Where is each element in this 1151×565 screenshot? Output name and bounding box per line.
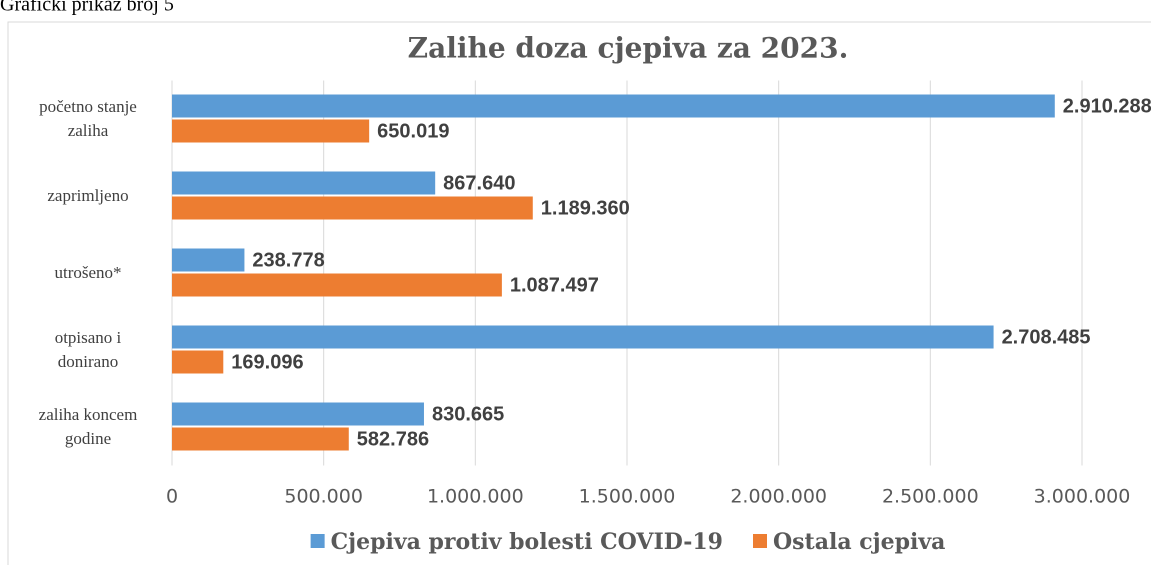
bar	[172, 248, 245, 272]
y-tick-label: početno stanje zaliha	[39, 97, 137, 140]
bar	[172, 402, 424, 426]
x-tick-label: 1.000.000	[427, 486, 524, 508]
legend-swatch	[310, 534, 325, 548]
x-tick-label: 500.000	[284, 486, 363, 508]
value-label: 169.096	[231, 351, 303, 373]
legend-label: Ostala cjepiva	[773, 529, 945, 555]
x-tick-label: 2.500.000	[882, 486, 979, 508]
bar	[172, 119, 370, 143]
x-tick-label: 1.500.000	[579, 486, 676, 508]
y-tick-label: otpisano i donirano	[54, 328, 122, 371]
x-tick-label: 0	[166, 486, 178, 508]
legend-label: Cjepiva protiv bolesti COVID-19	[331, 529, 723, 555]
x-tick-label: 3.000.000	[1034, 486, 1131, 508]
value-label: 1.189.360	[541, 197, 630, 219]
x-tick-label: 2.000.000	[730, 486, 827, 508]
value-label: 238.778	[252, 249, 324, 271]
bar	[172, 196, 533, 220]
y-tick-label: zaprimljeno	[47, 186, 129, 205]
y-tick-label: utrošeno*	[54, 263, 122, 282]
y-tick-label: zaliha koncem godine	[38, 405, 138, 448]
value-label: 2.910.288	[1063, 95, 1151, 117]
bar	[172, 273, 502, 297]
value-label: 582.786	[357, 428, 429, 450]
bar	[172, 350, 224, 374]
bar	[172, 94, 1055, 118]
legend-swatch	[753, 534, 767, 548]
bar	[172, 325, 994, 349]
chart-title: Zalihe doza cjepiva za 2023.	[408, 32, 849, 65]
caption: Grafički prikaz broj 5	[0, 0, 174, 16]
value-label: 650.019	[377, 120, 449, 142]
value-label: 830.665	[432, 403, 504, 425]
value-label: 867.640	[443, 172, 515, 194]
bar	[172, 171, 436, 195]
value-label: 1.087.497	[510, 274, 599, 296]
value-label: 2.708.485	[1002, 326, 1091, 348]
bar	[172, 427, 349, 451]
